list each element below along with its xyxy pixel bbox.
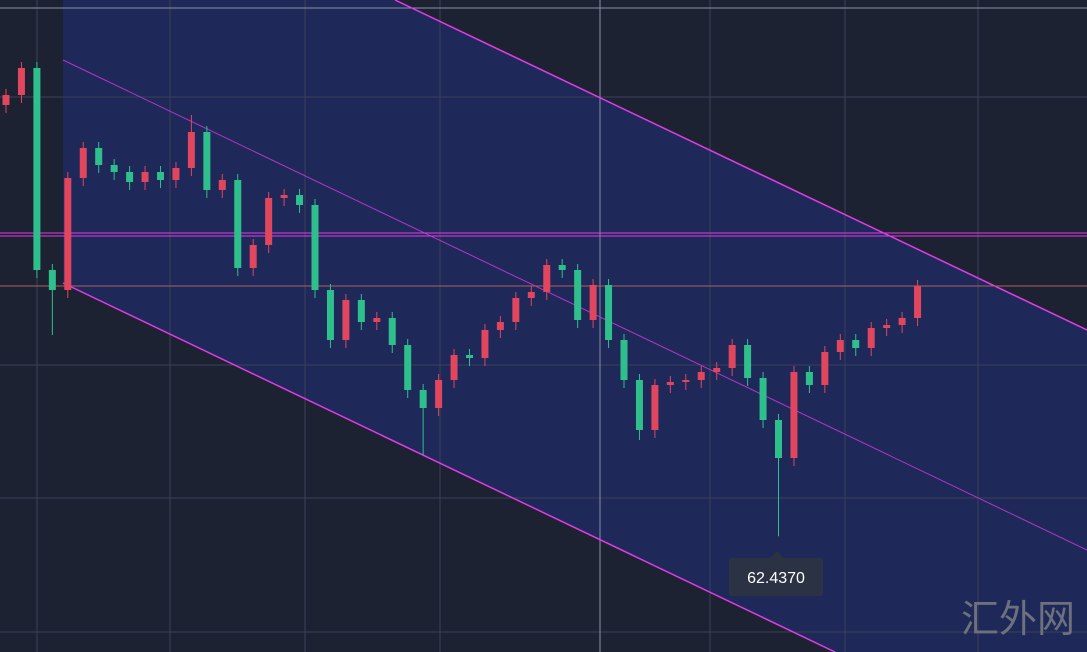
channel-area — [63, 0, 1087, 652]
candle-body — [311, 205, 319, 290]
candle-body — [744, 345, 752, 378]
candle-body — [326, 290, 334, 340]
candle-body — [666, 382, 674, 385]
candle-body — [419, 390, 427, 408]
candle-body — [635, 380, 643, 430]
candle-body — [95, 148, 103, 165]
candle-body — [79, 148, 87, 178]
candle-body — [605, 285, 613, 340]
candle-body — [728, 345, 736, 368]
candle-body — [697, 372, 705, 380]
candle-body — [280, 195, 288, 198]
candle-body — [682, 380, 690, 382]
candle-body — [187, 132, 195, 168]
candle-body — [48, 270, 56, 290]
candle-body — [496, 322, 504, 330]
candle-body — [388, 318, 396, 345]
candle-body — [249, 245, 257, 268]
candle-body — [558, 265, 566, 270]
candle-body — [33, 68, 41, 270]
candle-body — [64, 178, 72, 290]
candle-body — [342, 300, 350, 340]
candle-body — [512, 298, 520, 322]
candle-body — [867, 328, 875, 348]
low-label: 62.4370 — [747, 570, 805, 587]
candle-body — [481, 330, 489, 358]
candle-body — [759, 378, 767, 420]
candle-body — [203, 132, 211, 190]
candle-body — [898, 318, 906, 325]
candle-body — [435, 380, 443, 408]
candle-body — [17, 68, 25, 95]
candle-body — [357, 300, 365, 322]
candle-body — [265, 198, 273, 245]
candle-body — [821, 352, 829, 385]
candle-body — [805, 372, 813, 385]
candle-body — [2, 95, 10, 105]
candle-body — [126, 172, 134, 182]
candle-body — [620, 340, 628, 380]
candle-body — [141, 172, 149, 182]
candle-body — [466, 355, 473, 358]
candle-body — [527, 292, 535, 298]
channel-upper — [394, 0, 1087, 331]
candle-body — [172, 168, 180, 180]
candle-body — [651, 385, 659, 430]
candle-body — [574, 270, 582, 320]
candle-body — [775, 420, 782, 458]
candle-body — [914, 286, 922, 318]
candle-body — [110, 165, 118, 172]
candle-body — [589, 285, 597, 320]
candle-body — [157, 172, 164, 180]
candle-body — [836, 340, 844, 352]
candle-body — [234, 180, 242, 268]
tooltip-pointer — [770, 551, 784, 558]
candles — [2, 62, 922, 537]
channel-lower — [62, 282, 836, 652]
tooltip-box — [729, 558, 823, 596]
candle-body — [543, 265, 551, 292]
candle-body — [218, 180, 226, 190]
watermark: 汇外网 — [961, 597, 1075, 641]
candle-body — [713, 368, 721, 372]
candle-body — [883, 325, 891, 328]
candle-body — [450, 355, 458, 380]
candle-body — [404, 345, 412, 390]
tooltip: 62.4370 — [729, 551, 823, 596]
candle-body — [296, 195, 304, 205]
candle-body — [852, 340, 860, 348]
candle-body — [373, 318, 381, 322]
candle-body — [790, 372, 798, 458]
